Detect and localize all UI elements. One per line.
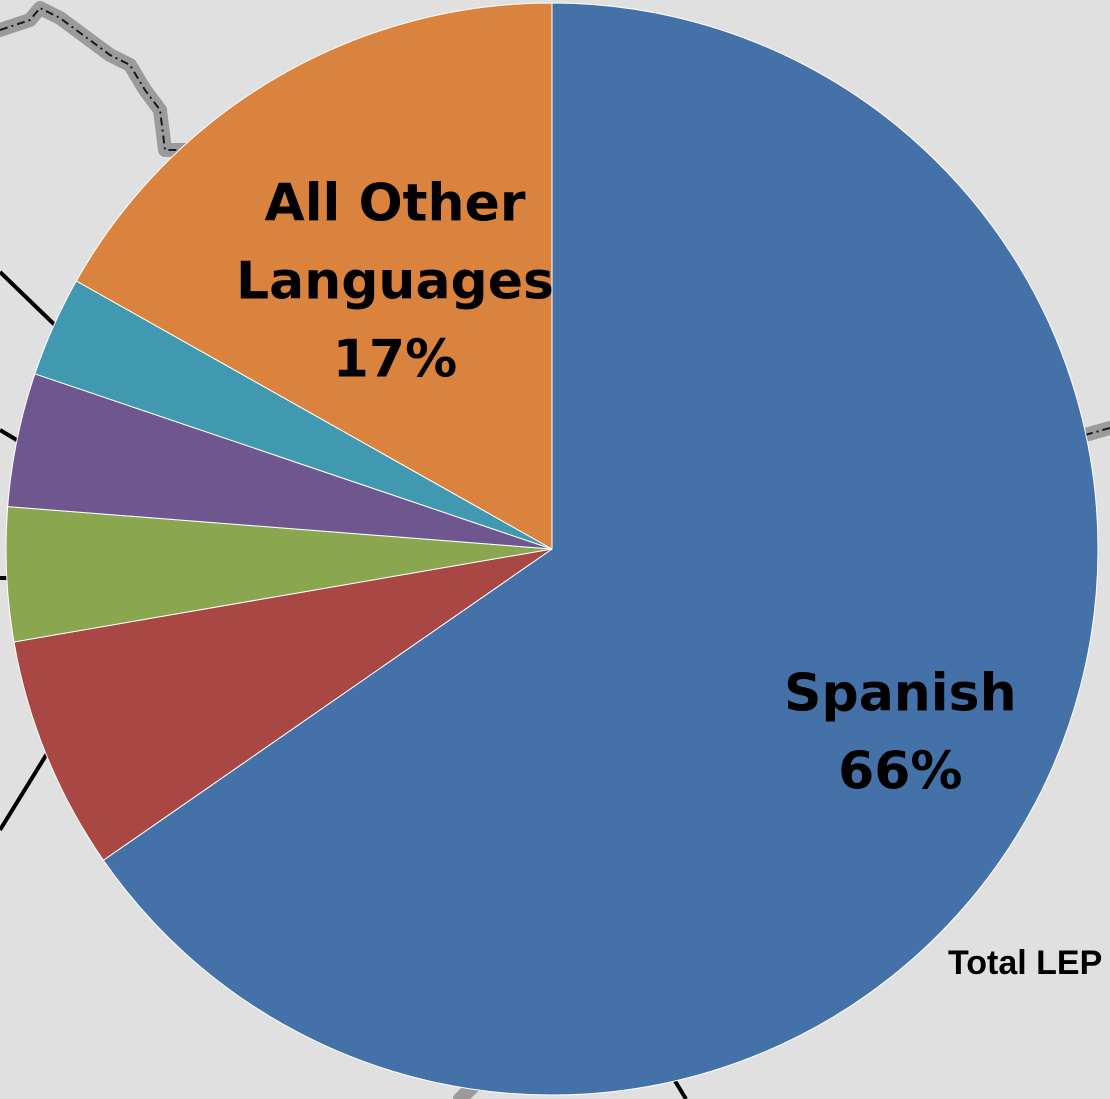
pie-slice-1: [13, 548, 553, 861]
pie-slices: [5, 2, 1099, 1096]
slice-label-all-other-languages: All Other Languages: [236, 173, 554, 311]
slice-value-all-other-languages: 17%: [333, 329, 457, 389]
slice-value-spanish: 66%: [838, 741, 962, 801]
total-lep-annotation: Total LEP (: [948, 944, 1110, 982]
pie-slice-all-other-languages: [75, 2, 553, 550]
slice-label-spanish: Spanish: [784, 663, 1017, 723]
pie-slice-spanish: [102, 2, 1099, 1096]
pie-labels: Spanish 66% All Other Languages 17%: [236, 173, 1017, 801]
